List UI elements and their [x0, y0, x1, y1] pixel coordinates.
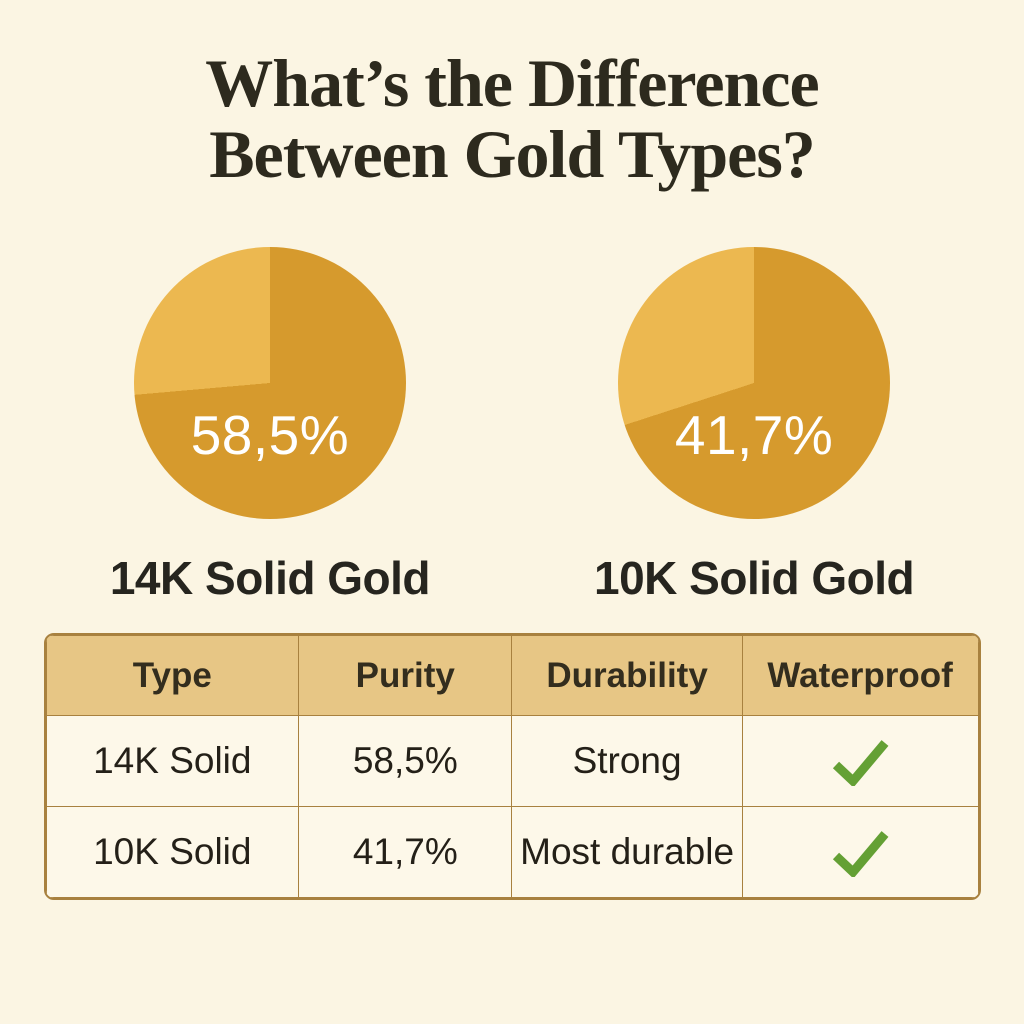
pie-column-10k: 41,7% 10K Solid Gold	[594, 247, 915, 605]
cell-purity: 58,5%	[298, 715, 513, 808]
pie-caption-14k: 14K Solid Gold	[109, 552, 431, 605]
cell-waterproof	[741, 806, 979, 899]
pie-chart-10k: 41,7%	[618, 247, 891, 520]
check-icon	[833, 740, 889, 787]
comparison-table: Type Purity Durability Waterproof 14K So…	[45, 635, 979, 899]
cell-durability: Strong	[511, 715, 743, 808]
cell-waterproof	[741, 715, 979, 808]
comparison-table-wrapper: Type Purity Durability Waterproof 14K So…	[43, 633, 981, 901]
pie-charts-row: 58,5% 14K Solid Gold 41,7% 10K Solid Gol…	[0, 247, 1024, 605]
check-icon	[833, 831, 889, 878]
col-header-waterproof: Waterproof	[741, 635, 979, 717]
pie-column-14k: 58,5% 14K Solid Gold	[109, 247, 431, 605]
page-title-line1: What’s the Difference	[205, 45, 819, 121]
page-title: What’s the Difference Between Gold Types…	[0, 0, 1024, 189]
col-header-durability: Durability	[511, 635, 743, 717]
pie-value-label-10k: 41,7%	[674, 404, 834, 467]
pie-value-label-14k: 58,5%	[190, 404, 350, 467]
table-row: 10K Solid 41,7% Most durable	[45, 806, 979, 899]
page-title-line2: Between Gold Types?	[209, 115, 816, 192]
pie-caption-10k: 10K Solid Gold	[594, 552, 915, 605]
cell-durability: Most durable	[511, 806, 743, 899]
table-header-row: Type Purity Durability Waterproof	[45, 635, 979, 717]
col-header-type: Type	[45, 635, 300, 717]
col-header-purity: Purity	[298, 635, 513, 717]
cell-purity: 41,7%	[298, 806, 513, 899]
table-row: 14K Solid 58,5% Strong	[45, 715, 979, 808]
cell-type: 10K Solid	[45, 806, 300, 899]
pie-chart-14k: 58,5%	[133, 247, 406, 520]
cell-type: 14K Solid	[45, 715, 300, 808]
